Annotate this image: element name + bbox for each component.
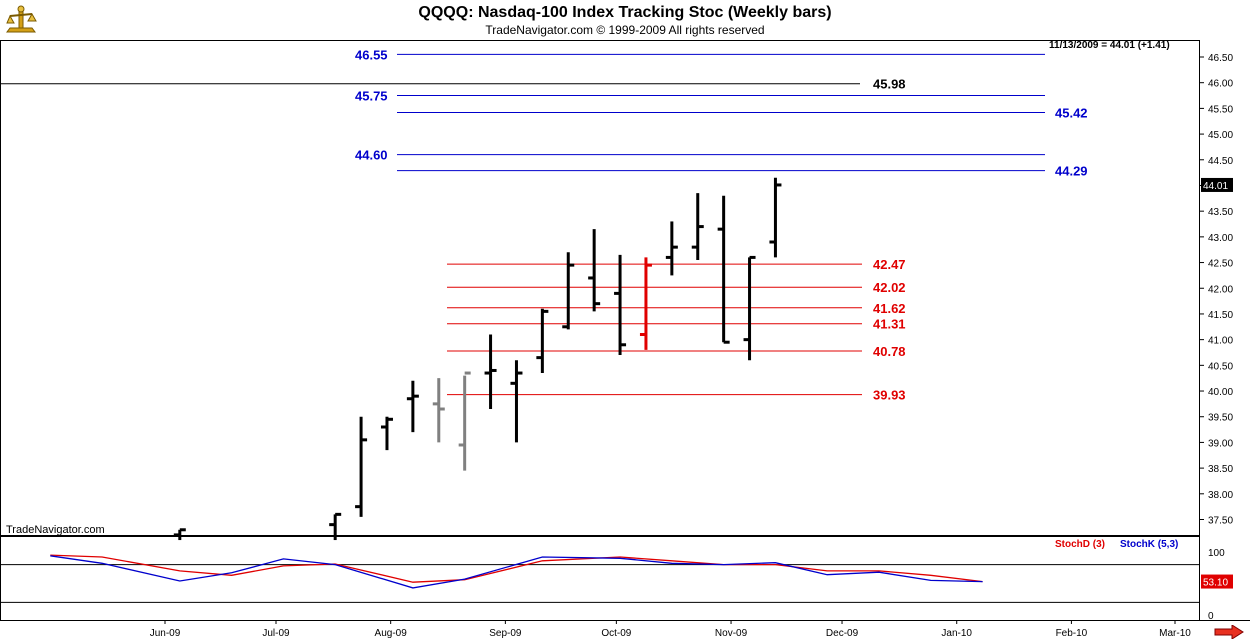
watermark-text: TradeNavigator.com bbox=[6, 524, 105, 536]
level-label: 42.02 bbox=[873, 280, 906, 295]
ohlc-bar bbox=[329, 512, 342, 541]
x-tick-label: Jul-09 bbox=[262, 628, 290, 639]
y-tick-label: 44.50 bbox=[1208, 156, 1233, 167]
scroll-right-arrow-icon[interactable] bbox=[1214, 624, 1244, 640]
trade-navigator-logo-icon bbox=[4, 4, 38, 36]
ohlc-bar bbox=[717, 195, 730, 344]
ohlc-bar bbox=[691, 193, 704, 260]
last-quote-label: 11/13/2009 = 44.01 (+1.41) bbox=[1049, 40, 1170, 51]
current-price-label: 44.01 bbox=[1203, 181, 1228, 192]
x-tick-label: Feb-10 bbox=[1056, 628, 1088, 639]
level-label: 40.78 bbox=[873, 344, 906, 359]
stoch-legend-entry: StochK (5,3) bbox=[1120, 539, 1178, 550]
ohlc-bar bbox=[665, 221, 678, 276]
x-tick-label: Nov-09 bbox=[715, 628, 748, 639]
ohlc-bar bbox=[743, 255, 756, 361]
ohlc-bar bbox=[769, 177, 782, 258]
ohlc-bar bbox=[432, 378, 445, 443]
level-label: 45.75 bbox=[355, 89, 388, 104]
ohlc-bar bbox=[458, 371, 471, 471]
y-tick-label: 45.50 bbox=[1208, 104, 1233, 115]
stoch-series-line bbox=[50, 554, 983, 583]
y-tick-label: 39.00 bbox=[1208, 438, 1233, 449]
x-tick-label: Aug-09 bbox=[375, 628, 408, 639]
y-tick-label: 37.50 bbox=[1208, 516, 1233, 527]
level-label: 45.98 bbox=[873, 77, 906, 92]
x-tick-label: Jan-10 bbox=[941, 628, 972, 639]
ohlc-bar bbox=[355, 416, 368, 517]
ohlc-bar bbox=[536, 308, 549, 374]
y-tick-label: 45.00 bbox=[1208, 130, 1233, 141]
level-label: 44.60 bbox=[355, 148, 388, 163]
stoch-tick-label: 0 bbox=[1208, 611, 1214, 622]
level-label: 41.62 bbox=[873, 301, 906, 316]
y-tick-label: 40.00 bbox=[1208, 387, 1233, 398]
ohlc-bar bbox=[380, 416, 393, 451]
ohlc-bar bbox=[562, 252, 575, 330]
x-tick-label: Mar-10 bbox=[1159, 628, 1191, 639]
y-tick-label: 41.50 bbox=[1208, 310, 1233, 321]
chart-title: QQQQ: Nasdaq-100 Index Tracking Stoc (We… bbox=[418, 4, 832, 21]
y-tick-label: 46.50 bbox=[1208, 53, 1233, 64]
y-tick-label: 39.50 bbox=[1208, 413, 1233, 424]
y-tick-label: 43.00 bbox=[1208, 233, 1233, 244]
y-tick-label: 43.50 bbox=[1208, 207, 1233, 218]
y-tick-label: 41.00 bbox=[1208, 336, 1233, 347]
stoch-current-marker bbox=[1201, 574, 1233, 589]
ohlc-bar bbox=[614, 254, 627, 356]
level-label: 46.55 bbox=[355, 47, 388, 62]
y-tick-label: 42.50 bbox=[1208, 259, 1233, 270]
price-panel-border bbox=[0, 40, 1200, 536]
x-tick-label: Sep-09 bbox=[489, 628, 522, 639]
y-tick-label: 40.50 bbox=[1208, 361, 1233, 372]
ohlc-bar bbox=[173, 528, 186, 541]
y-tick-label: 38.00 bbox=[1208, 490, 1233, 501]
oscillator-panel-border bbox=[0, 536, 1200, 621]
ohlc-bar bbox=[588, 229, 601, 312]
level-label: 41.31 bbox=[873, 317, 906, 332]
ohlc-bar bbox=[510, 360, 523, 443]
x-tick-label: Oct-09 bbox=[601, 628, 631, 639]
stoch-current-label: 53.10 bbox=[1203, 578, 1228, 589]
x-tick-label: Dec-09 bbox=[826, 628, 859, 639]
level-label: 45.42 bbox=[1055, 106, 1088, 121]
copyright-subtitle: TradeNavigator.com © 1999-2009 All right… bbox=[485, 23, 765, 37]
ohlc-bar bbox=[639, 257, 652, 350]
level-label: 42.47 bbox=[873, 257, 906, 272]
y-tick-label: 38.50 bbox=[1208, 464, 1233, 475]
ohlc-bar bbox=[484, 334, 497, 410]
current-price-marker bbox=[1201, 177, 1233, 192]
y-tick-label: 42.00 bbox=[1208, 284, 1233, 295]
x-tick-label: Jun-09 bbox=[150, 628, 181, 639]
stoch-series-line bbox=[50, 555, 983, 589]
stoch-tick-label: 100 bbox=[1208, 548, 1225, 559]
level-label: 39.93 bbox=[873, 388, 906, 403]
level-label: 44.29 bbox=[1055, 164, 1088, 179]
ohlc-bar bbox=[406, 380, 419, 433]
stoch-legend-entry: StochD (3) bbox=[1055, 539, 1105, 550]
y-tick-label: 46.00 bbox=[1208, 79, 1233, 90]
